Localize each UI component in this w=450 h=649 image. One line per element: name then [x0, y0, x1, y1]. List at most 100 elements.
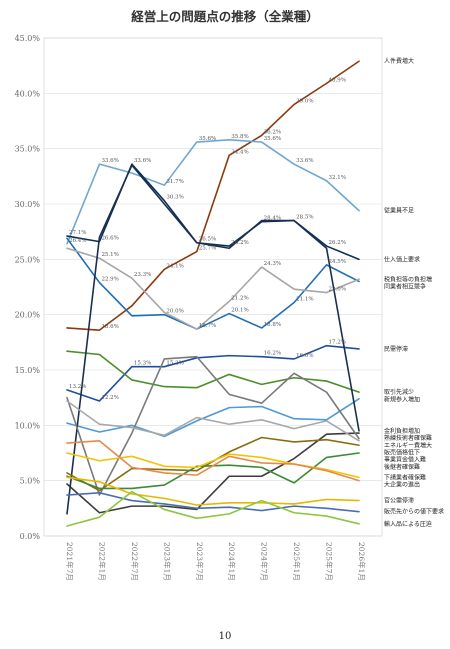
data-label: 20.1%: [231, 308, 248, 314]
series-name-label: 事業資金借入難: [384, 456, 426, 464]
data-label: 35.6%: [264, 136, 281, 142]
x-tick-label: 2023年7月: [195, 542, 205, 581]
x-tick-label: 2021年7月: [65, 542, 75, 581]
series-line: [66, 60, 360, 331]
series-line: [66, 350, 360, 393]
series-line: [66, 490, 360, 527]
x-tick-label: 2024年1月: [227, 542, 237, 581]
data-label: 22.9%: [101, 277, 118, 283]
data-label: 17.2%: [329, 340, 346, 346]
series-line: [66, 139, 360, 245]
series-name-label: 販売先からの値下要求: [384, 508, 444, 516]
series-line: [66, 247, 360, 330]
x-tick-label: 2024年7月: [260, 542, 270, 581]
series-line: [66, 432, 360, 514]
series-line: [66, 164, 360, 515]
y-tick-label: 25.0%: [15, 255, 41, 264]
data-label: 26.2%: [329, 240, 346, 246]
data-label: 39.0%: [296, 98, 313, 104]
data-label: 27.1%: [69, 230, 86, 236]
x-tick-label: 2023年1月: [162, 542, 172, 581]
series-name-label: 後継者確保難: [384, 463, 420, 471]
series-line: [66, 237, 360, 330]
data-label: 18.6%: [101, 324, 118, 330]
data-label: 22.0%: [329, 287, 346, 293]
series-line: [66, 400, 360, 442]
y-tick-label: 5.0%: [20, 477, 41, 486]
series-line: [66, 440, 360, 482]
plot-border: [43, 37, 383, 537]
chart-title: 経営上の問題点の推移（全業種）: [131, 9, 319, 24]
data-label: 40.9%: [329, 77, 346, 83]
y-tick-label: 45.0%: [15, 34, 41, 43]
y-tick-label: 35.0%: [15, 145, 41, 154]
data-label: 33.6%: [101, 158, 118, 164]
data-label: 32.1%: [329, 175, 346, 181]
data-label: 26.4%: [69, 238, 86, 244]
series-lines: [66, 60, 360, 527]
series-labels: 人件費増大従業員不足仕入価上要求税負担等の負担増同業者相互競争民需停滞取引先減少…: [384, 57, 444, 528]
data-label: 36.2%: [264, 129, 281, 135]
series-name-label: 大企業の進出: [384, 481, 420, 489]
series-name-label: 金利負担増加: [384, 427, 420, 435]
data-label: 21.2%: [231, 295, 248, 301]
series-name-label: 輸入品による圧迫: [384, 520, 432, 528]
data-label: 34.4%: [231, 149, 248, 155]
data-label: 12.2%: [101, 395, 118, 401]
data-label: 28.5%: [296, 215, 313, 221]
data-label: 26.2%: [231, 240, 248, 246]
series-name-label: 販売価格低下: [384, 448, 420, 456]
x-tick-label: 2025年1月: [292, 542, 302, 581]
data-label: 31.7%: [166, 179, 183, 185]
data-label: 26.5%: [199, 237, 216, 243]
data-labels: 18.6% 24.1% 25.7% 34.4% 36.2% 39.0% 40.9% 26.4%…: [69, 77, 346, 401]
series-name-label: 人件費増大: [384, 57, 414, 65]
y-tick-label: 0.0%: [20, 532, 41, 541]
data-label: 13.2%: [69, 384, 86, 390]
data-label: 33.6%: [134, 158, 151, 164]
x-tick-label: 2022年1月: [97, 542, 107, 581]
data-label: 18.7%: [199, 323, 216, 329]
x-axis-ticks: 2021年7月 2022年1月 2022年7月 2023年1月 2023年7月 2024年…: [65, 542, 367, 581]
series-name-label: 同業者相互競争: [384, 282, 426, 290]
page-number: 10: [218, 631, 232, 642]
series-line: [66, 492, 360, 513]
data-label: 15.2%: [166, 361, 183, 367]
x-tick-label: 2026年1月: [357, 542, 367, 581]
series-name-label: 税負担等の負担増: [384, 275, 432, 283]
data-label: 23.3%: [134, 272, 151, 278]
series-name-label: 民需停滞: [384, 345, 408, 353]
data-label: 16.0%: [296, 353, 313, 359]
data-label: 24.5%: [329, 259, 346, 265]
data-label: 28.4%: [264, 216, 281, 222]
series-name-label: 取引先減少: [384, 388, 414, 396]
data-label: 24.3%: [264, 261, 281, 267]
data-label: 35.8%: [231, 134, 248, 140]
data-label: 30.3%: [166, 195, 183, 201]
y-tick-label: 30.0%: [15, 200, 41, 209]
data-label: 21.1%: [296, 296, 313, 302]
series-line: [66, 436, 360, 492]
y-tick-label: 15.0%: [15, 366, 41, 375]
series-line: [66, 344, 360, 402]
data-label: 20.0%: [166, 309, 183, 315]
series-line: [66, 397, 360, 438]
series-line: [66, 476, 360, 506]
data-label: 25.7%: [199, 246, 216, 252]
series-name-label: 新規参入増加: [384, 395, 420, 403]
data-label: 26.6%: [101, 236, 118, 242]
y-tick-label: 40.0%: [15, 89, 41, 98]
x-tick-label: 2025年7月: [325, 542, 335, 581]
data-label: 33.6%: [296, 158, 313, 164]
x-tick-label: 2022年7月: [130, 542, 140, 581]
data-label: 18.8%: [264, 322, 281, 328]
data-label: 24.1%: [166, 263, 183, 269]
series-name-label: 仕入価上要求: [384, 255, 420, 263]
y-tick-label: 20.0%: [15, 311, 41, 320]
data-label: 15.3%: [134, 361, 151, 367]
y-axis-ticks: 0.0% 5.0% 10.0% 15.0% 20.0% 25.0% 30.0% 35.0% 40…: [15, 34, 41, 541]
series-name-label: 従業員不足: [384, 207, 414, 215]
series-name-label: エネルギー費増大: [384, 441, 432, 449]
series-name-label: 熟練技術者確保難: [384, 434, 432, 442]
